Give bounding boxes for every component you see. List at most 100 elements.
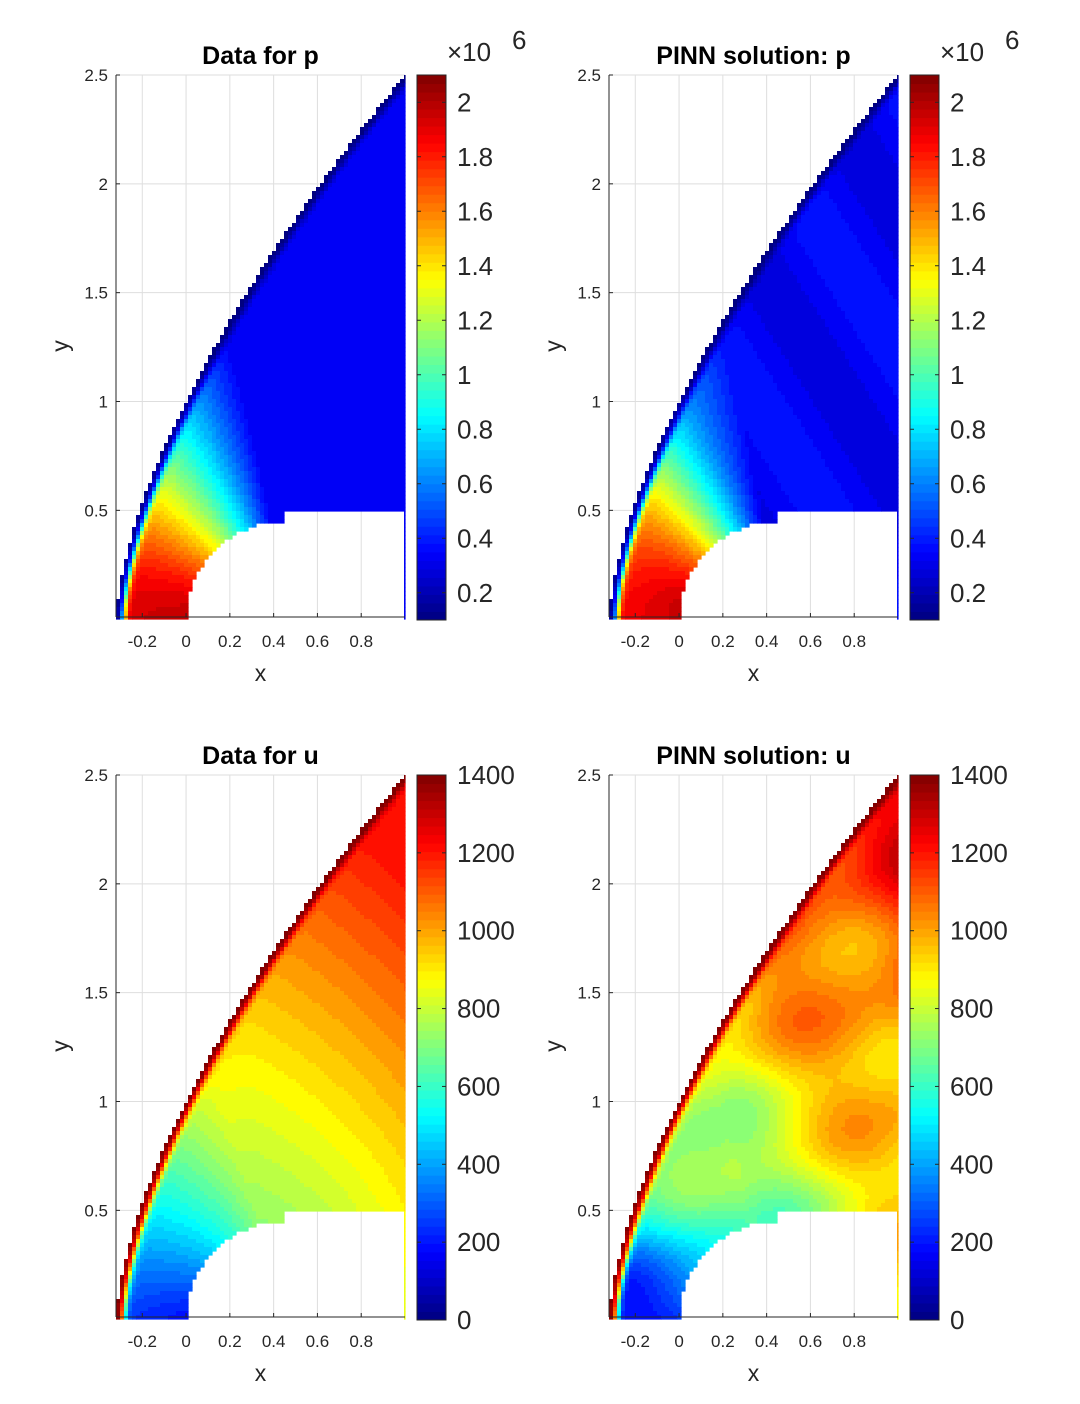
heatmap-cell <box>356 875 393 880</box>
heatmap-cell <box>208 355 213 360</box>
heatmap-cell <box>637 527 642 532</box>
heatmap-cell <box>821 871 826 876</box>
heatmap-cell <box>196 1091 201 1096</box>
heatmap-cell <box>745 283 750 288</box>
heatmap-cell <box>364 851 406 856</box>
heatmap-cell <box>789 495 846 500</box>
heatmap-cell <box>232 1031 237 1036</box>
heatmap-cell <box>348 1027 381 1032</box>
heatmap-cell <box>324 911 361 916</box>
heatmap-cell <box>268 271 273 276</box>
heatmap-cell <box>697 1091 702 1096</box>
heatmap-cell <box>356 1207 385 1212</box>
heatmap-cell <box>789 231 798 236</box>
heatmap-cell <box>633 567 642 572</box>
heatmap-cell <box>236 495 241 500</box>
heatmap-cell <box>148 1231 177 1236</box>
heatmap-cell <box>705 479 714 484</box>
heatmap-cell <box>821 891 858 896</box>
heatmap-cell <box>873 983 894 988</box>
heatmap-cell <box>853 131 858 136</box>
heatmap-cell <box>769 1019 778 1024</box>
heatmap-cell <box>160 483 165 488</box>
heatmap-cell <box>777 1079 790 1084</box>
heatmap-cell <box>224 339 229 344</box>
heatmap-cell <box>753 475 778 480</box>
heatmap-cell <box>717 1051 742 1056</box>
heatmap-cell <box>144 1295 189 1300</box>
heatmap-cell <box>705 1047 710 1052</box>
heatmap-cell <box>144 1251 177 1256</box>
heatmap-cell <box>344 1087 377 1092</box>
x-tick-label: -0.2 <box>128 1332 157 1351</box>
heatmap-cell <box>224 479 229 484</box>
colorbar-tick-label: 2 <box>457 87 471 117</box>
colorbar-segment <box>910 304 939 314</box>
heatmap-cell <box>801 959 822 964</box>
heatmap-cell <box>761 275 798 280</box>
heatmap-cell <box>637 503 642 508</box>
heatmap-cell <box>697 387 714 392</box>
heatmap-cell <box>120 1283 125 1288</box>
heatmap-cell <box>757 503 762 508</box>
heatmap-cell <box>717 367 726 372</box>
heatmap-cell <box>192 451 197 456</box>
heatmap-cell <box>216 523 221 528</box>
heatmap-cell <box>128 583 133 588</box>
heatmap-cell <box>661 459 666 464</box>
heatmap-cell <box>228 375 237 380</box>
heatmap-cell <box>705 1067 710 1072</box>
heatmap-cell <box>849 943 858 948</box>
heatmap-cell <box>188 1115 193 1120</box>
heatmap-cell <box>360 843 406 848</box>
heatmap-cell <box>136 1247 141 1252</box>
heatmap-cell <box>721 355 758 360</box>
heatmap-cell <box>893 823 899 828</box>
heatmap-cell <box>280 947 285 952</box>
heatmap-cell <box>164 1143 169 1148</box>
heatmap-cell <box>697 539 702 544</box>
heatmap-cell <box>713 1043 718 1048</box>
heatmap-cell <box>737 487 742 492</box>
heatmap-cell <box>176 1131 181 1136</box>
heatmap-cell <box>396 791 401 796</box>
heatmap-cell <box>136 563 141 568</box>
heatmap-cell <box>785 239 798 244</box>
heatmap-cell <box>168 1171 177 1176</box>
heatmap-cell <box>396 1111 406 1116</box>
heatmap-cell <box>372 119 377 124</box>
heatmap-cell <box>869 967 882 972</box>
heatmap-cell <box>701 531 706 536</box>
heatmap-cell <box>697 447 706 452</box>
heatmap-cell <box>200 439 209 444</box>
heatmap-cell <box>200 391 213 396</box>
colorbar-segment <box>417 398 446 408</box>
heatmap-cell <box>348 855 353 860</box>
heatmap-cell <box>232 1027 237 1032</box>
heatmap-cell <box>725 527 730 532</box>
heatmap-cell <box>733 1019 738 1024</box>
heatmap-cell <box>865 343 899 348</box>
heatmap-cell <box>252 459 257 464</box>
colorbar-segment <box>417 296 446 306</box>
heatmap-cell <box>364 915 401 920</box>
heatmap-cell <box>120 1291 125 1296</box>
heatmap-cell <box>360 147 406 152</box>
heatmap-cell <box>332 951 369 956</box>
heatmap-cell <box>873 123 898 128</box>
heatmap-cell <box>316 187 321 192</box>
heatmap-cell <box>793 923 798 928</box>
heatmap-cell <box>825 871 830 876</box>
heatmap-cell <box>777 1039 794 1044</box>
heatmap-cell <box>821 183 826 188</box>
heatmap-cell <box>172 551 185 556</box>
heatmap-cell <box>673 479 678 484</box>
heatmap-cell <box>881 135 899 140</box>
heatmap-cell <box>817 179 822 184</box>
heatmap-cell <box>857 827 862 832</box>
heatmap-cell <box>404 591 406 596</box>
heatmap-cell <box>721 343 754 348</box>
heatmap-cell <box>308 915 313 920</box>
heatmap-cell <box>260 467 406 472</box>
colorbar-segment <box>417 568 446 578</box>
